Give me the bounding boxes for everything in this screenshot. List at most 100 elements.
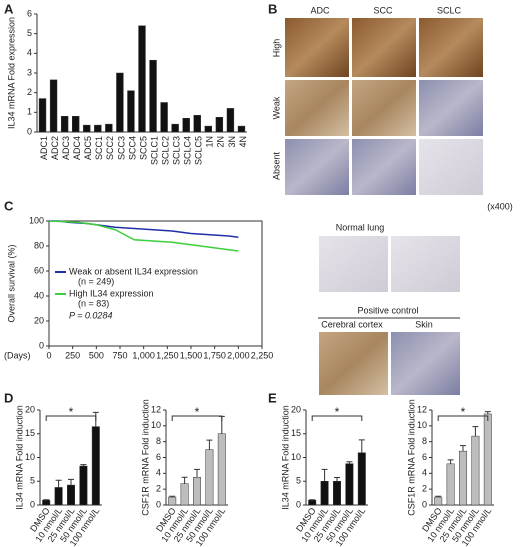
plot-frame (48, 220, 263, 347)
bar (446, 463, 455, 506)
error-bar (80, 464, 87, 467)
x-tick-label: SCLC3 (172, 136, 182, 165)
photo (419, 139, 483, 195)
x-tick-label: 2,000 (227, 350, 250, 360)
bar (79, 465, 88, 506)
y-tick-label: 12 (417, 404, 427, 414)
error-bar (169, 495, 176, 498)
y-tick-label: 40 (34, 290, 44, 300)
bar (91, 426, 100, 506)
bar (237, 125, 246, 133)
x-tick-label: 4N (238, 136, 248, 148)
bar (94, 124, 102, 133)
y-tick-label: 0 (156, 499, 161, 509)
y-tick-label: 2 (422, 484, 427, 494)
y-tick-label: 6 (422, 452, 427, 462)
bar (320, 481, 329, 506)
y-tick-label: 20 (25, 404, 35, 414)
y-tick-label: 0 (422, 499, 427, 509)
y-tick-label: 8 (156, 436, 161, 446)
x-tick-label: ADC2 (50, 136, 60, 160)
panel-label: D (4, 390, 13, 405)
column-label: SCLC (437, 5, 462, 15)
y-tick-label: 0 (296, 499, 301, 509)
x-tick-label: SCC3 (116, 136, 126, 160)
bar (205, 449, 214, 506)
x-tick-label: 1,250 (156, 350, 179, 360)
x-tick-label: 2,250 (251, 350, 274, 360)
legend-label: Weak or absent IL34 expression (69, 266, 198, 276)
photo (391, 236, 460, 292)
significance-bracket (45, 415, 97, 421)
error-bar (472, 426, 479, 437)
significance-label: * (335, 405, 340, 419)
y-tick-label: 3 (27, 67, 32, 77)
x-tick-label: 3N (227, 136, 237, 148)
y-tick-label: 20 (34, 315, 44, 325)
x-tick-label: SCLC2 (160, 136, 170, 165)
survival-line (48, 220, 239, 252)
bar (168, 496, 177, 506)
photo (352, 139, 416, 195)
photo (319, 236, 388, 292)
y-tick-label: 4 (27, 48, 32, 58)
photo (319, 332, 388, 395)
y-tick-label: 5 (27, 28, 32, 38)
y-axis-label: IL34 mRNA Fold expression (6, 17, 16, 129)
photo (352, 18, 416, 77)
x-tick-label: SCC5 (138, 136, 148, 160)
bar (54, 487, 63, 506)
x-tick-label: 1,500 (180, 350, 203, 360)
y-tick-label: 60 (34, 265, 44, 275)
x-tick-label: ADC3 (61, 136, 71, 160)
x-tick-label: 750 (112, 350, 127, 360)
error-bar (334, 476, 340, 482)
bar (345, 463, 354, 506)
bar (67, 484, 75, 506)
error-bar (435, 495, 442, 498)
y-tick-label: 10 (417, 420, 427, 430)
significance-label: * (461, 405, 466, 419)
x-tick-label: SCC2 (105, 136, 115, 160)
x-tick-label: 2N (216, 136, 226, 148)
x-tick-label: SCC1 (94, 136, 104, 160)
error-bar (194, 468, 200, 478)
x-axis-label: (Days) (4, 350, 31, 360)
significance-bracket (311, 415, 363, 421)
error-bar (321, 468, 328, 482)
bar (434, 496, 443, 506)
error-bar (346, 461, 353, 464)
panel-label: C (4, 198, 14, 213)
x-tick-label: SCC4 (127, 136, 137, 160)
x-tick-label: SCLC4 (183, 136, 193, 165)
y-tick-label: 15 (25, 428, 35, 438)
image-subtitle: Cerebral cortex (321, 319, 383, 329)
bar (127, 90, 135, 133)
y-tick-label: 0 (39, 340, 44, 350)
column-label: ADC (310, 5, 330, 15)
y-tick-label: 0 (27, 126, 32, 136)
bar (171, 123, 179, 133)
bar (182, 117, 190, 133)
bar (38, 98, 47, 133)
y-axis-label: CSF1R mRNA Fold induction (406, 399, 416, 516)
bar (483, 413, 492, 506)
x-tick-label: ADC5 (83, 136, 93, 160)
legend-n: (n = 83) (78, 298, 109, 308)
y-tick-label: 2 (156, 484, 161, 494)
bar (357, 452, 366, 506)
bar (138, 25, 146, 133)
x-tick-label: 1,750 (203, 350, 226, 360)
bar (149, 59, 157, 133)
x-tick-label: ADC4 (72, 136, 82, 160)
x-tick-label: 0 (46, 350, 51, 360)
column-label: SCC (373, 5, 393, 15)
y-tick-label: 80 (34, 240, 44, 250)
bar (42, 500, 51, 506)
x-tick-label: 1N (205, 136, 215, 148)
bar (308, 500, 317, 506)
panel-label: A (4, 1, 14, 16)
y-tick-label: 8 (422, 436, 427, 446)
significance-label: * (69, 405, 74, 419)
